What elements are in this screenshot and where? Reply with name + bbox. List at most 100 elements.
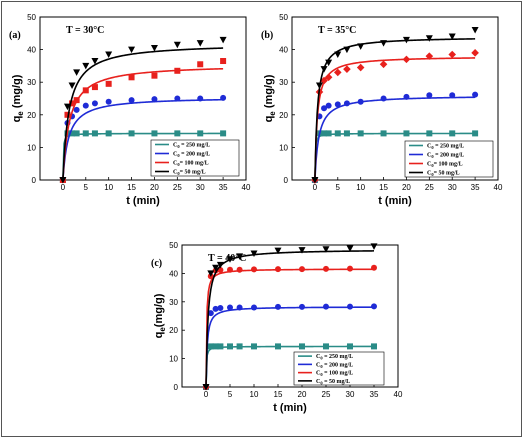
x-tick-label: 15 <box>379 183 388 192</box>
data-point <box>379 60 388 69</box>
x-tick-label: 30 <box>346 390 355 399</box>
y-tick-label: 30 <box>279 78 288 87</box>
y-axis-label-symbol: q <box>263 116 275 123</box>
legend: C0 = 250 mg/LC0 = 200 mg/LC0 = 100 mg/LC… <box>293 351 385 386</box>
data-point <box>325 130 332 137</box>
data-point <box>449 130 456 137</box>
data-point <box>322 246 330 253</box>
fit-line <box>62 98 224 181</box>
panel-title: T = 40°C <box>208 253 246 264</box>
series-3 <box>59 36 227 184</box>
legend-entry: C0 = 200 mg/L <box>316 362 353 369</box>
data-point <box>73 69 81 76</box>
legend-symbol: C <box>173 143 177 149</box>
y-tick-label: 50 <box>279 13 288 22</box>
legend-text: = 200 mg/L <box>434 153 465 159</box>
data-point <box>207 310 214 317</box>
legend-box <box>293 351 385 386</box>
panel-label: (a) <box>9 30 21 41</box>
data-point <box>343 100 350 107</box>
data-point <box>151 130 158 137</box>
legend-text: = 200 mg/L <box>323 362 354 368</box>
data-point <box>82 62 90 70</box>
data-point <box>324 73 333 82</box>
data-point <box>226 256 234 263</box>
data-point <box>236 343 243 350</box>
x-tick-label: 0 <box>61 183 66 192</box>
y-tick-label: 30 <box>169 298 178 307</box>
x-tick-label: 35 <box>219 183 228 192</box>
data-point <box>174 95 181 102</box>
data-point <box>370 243 378 250</box>
data-point <box>212 305 219 312</box>
panel-title: T = 30°C <box>66 25 104 36</box>
data-point <box>217 305 224 312</box>
data-point <box>347 265 353 272</box>
data-point <box>64 111 71 118</box>
data-point <box>197 130 204 137</box>
x-tick-label: 40 <box>494 183 503 192</box>
data-point <box>402 36 410 44</box>
legend-symbol: C <box>316 371 320 377</box>
x-tick-label: 15 <box>127 183 136 192</box>
data-point <box>236 253 244 260</box>
data-point <box>197 61 204 68</box>
legend-text: = 50 mg/L <box>434 171 460 177</box>
data-point <box>212 343 219 350</box>
y-axis-label-symbol: q <box>153 332 165 339</box>
plot-area-frame <box>181 244 399 388</box>
y-tick-label: 50 <box>169 241 178 250</box>
x-tick-label: 40 <box>242 183 251 192</box>
y-tick-label: 10 <box>279 143 288 152</box>
data-point <box>371 343 377 350</box>
y-tick-label: 0 <box>284 176 289 185</box>
legend-entry: C0 = 200 mg/L <box>427 153 464 160</box>
legend-subscript: 0 <box>177 171 180 176</box>
data-point <box>321 105 328 112</box>
data-point <box>91 84 98 91</box>
data-point <box>402 55 411 64</box>
data-point <box>449 92 456 99</box>
data-point <box>274 247 282 255</box>
data-point <box>251 343 257 350</box>
x-axis-label: t (min) <box>378 195 412 207</box>
data-point <box>323 265 329 272</box>
data-point <box>299 303 305 310</box>
data-point <box>236 304 243 311</box>
fit-line <box>205 268 374 388</box>
data-point <box>91 100 98 107</box>
legend-symbol: C <box>173 161 177 167</box>
data-point <box>128 97 135 104</box>
data-point <box>202 384 210 391</box>
x-tick-label: 20 <box>402 183 411 192</box>
y-tick-label: 20 <box>279 111 288 120</box>
fit-line <box>314 57 476 181</box>
fit-line <box>314 38 476 181</box>
legend-symbol: C <box>173 170 177 176</box>
legend-entry: C0= 100 mg/L <box>427 162 463 169</box>
data-point <box>73 130 80 137</box>
data-point <box>217 343 224 350</box>
panel-a: 0 5 10 15 20 25 30 35 40 0 10 20 30 40 50 t (min) qe (mg… <box>9 13 251 207</box>
fit-line <box>205 250 375 388</box>
data-point <box>91 130 98 137</box>
y-tick-label: 40 <box>279 46 288 55</box>
data-point <box>236 266 243 273</box>
legend-entry: C0= 100 mg/L <box>173 161 209 168</box>
series-2 <box>203 264 377 390</box>
y-axis-label-subscript: e <box>268 111 277 116</box>
x-tick-label: 0 <box>204 390 209 399</box>
data-point <box>343 46 351 54</box>
data-point <box>105 51 113 58</box>
data-point <box>216 261 224 269</box>
y-axis-label: qe (mg/g) <box>11 74 25 122</box>
x-tick-label: 35 <box>370 390 379 399</box>
data-point <box>334 130 341 137</box>
legend-symbol: C <box>427 171 431 177</box>
data-point <box>105 80 112 87</box>
legend-text: = 100 mg/L <box>180 161 209 167</box>
data-point <box>315 82 323 89</box>
data-point <box>151 96 158 103</box>
legend-entry: C0 = 200 mg/L <box>173 152 210 159</box>
